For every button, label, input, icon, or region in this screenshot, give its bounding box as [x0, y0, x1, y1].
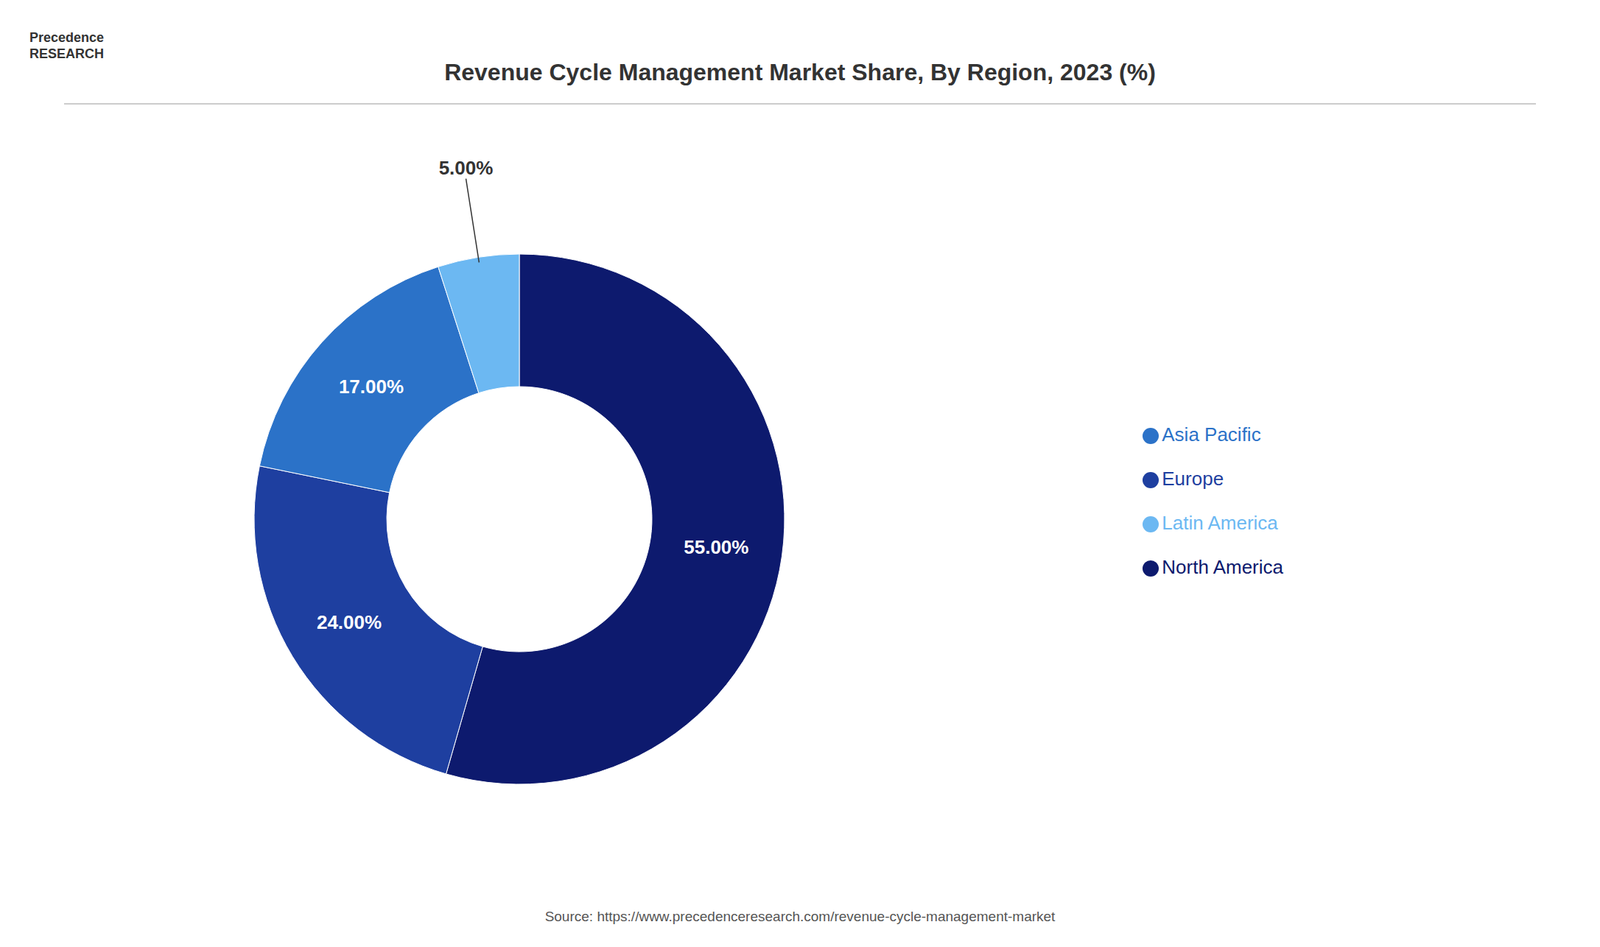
html-text:Europe: Europe: [1161, 467, 1224, 490]
html-text:Precedence RESEARCH: Precedence RESEARCH: [29, 30, 104, 62]
html-text:Source: https://www.precedence: Source: https://www.precedenceresearch.c…: [544, 909, 1056, 925]
svg-text:55.00%: 55.00%: [683, 536, 749, 559]
svg-text:17.00%: 17.00%: [338, 375, 404, 398]
html-text:North America: North America: [1161, 556, 1284, 579]
svg-text:24.00%: 24.00%: [316, 611, 382, 634]
svg-text:5.00%: 5.00%: [439, 156, 494, 180]
html-text:Revenue Cycle Management Marke: Revenue Cycle Management Market Share, B…: [444, 58, 1156, 86]
html-text:Asia Pacific: Asia Pacific: [1161, 423, 1261, 446]
html-text:Latin America: Latin America: [1161, 511, 1278, 535]
